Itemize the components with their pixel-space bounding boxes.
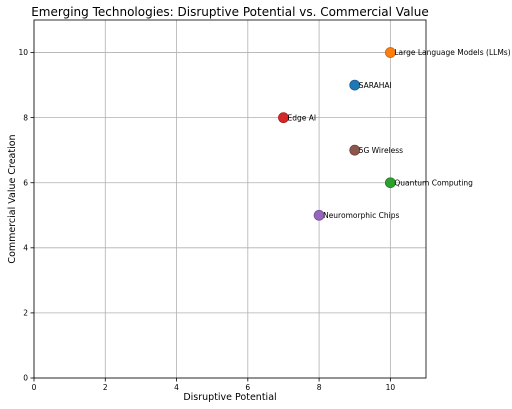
- x-tick-label: 4: [174, 383, 179, 392]
- data-point: [349, 79, 361, 91]
- x-tick-label: 8: [317, 383, 322, 392]
- data-point: [313, 209, 325, 221]
- x-tick-label: 10: [386, 383, 396, 392]
- data-points: SARAHAI Large Language Models (LLMs) Quant…: [278, 47, 511, 221]
- data-point-label: Quantum Computing: [394, 178, 473, 187]
- data-point-label: SARAHAI: [359, 81, 392, 90]
- data-point: [384, 47, 396, 58]
- y-tick-label: 2: [23, 309, 28, 318]
- x-axis-label: Disruptive Potential: [183, 392, 276, 403]
- x-tick-label: 2: [103, 383, 108, 392]
- data-point: [384, 177, 396, 189]
- y-tick-label: 8: [23, 113, 28, 122]
- data-point: [349, 144, 361, 156]
- data-point-label: Edge AI: [287, 113, 316, 122]
- chart-title: Emerging Technologies: Disruptive Potent…: [31, 5, 429, 19]
- y-tick-label: 0: [23, 374, 28, 383]
- data-point-label: Large Language Models (LLMs): [394, 48, 510, 57]
- axis-ticks: 0 2 4 6 8 10 0 2 4 6 8 10: [18, 48, 395, 392]
- y-tick-label: 4: [23, 244, 28, 253]
- data-point-label: 5G Wireless: [359, 146, 403, 155]
- data-point: [278, 112, 289, 124]
- x-tick-label: 0: [32, 383, 37, 392]
- y-axis-label: Commercial Value Creation: [7, 134, 18, 263]
- grid: [33, 20, 426, 379]
- data-point-label: Neuromorphic Chips: [323, 211, 399, 220]
- y-tick-label: 6: [23, 178, 28, 187]
- y-tick-label: 10: [18, 48, 28, 57]
- x-tick-label: 6: [245, 383, 250, 392]
- plot-frame: [33, 19, 427, 379]
